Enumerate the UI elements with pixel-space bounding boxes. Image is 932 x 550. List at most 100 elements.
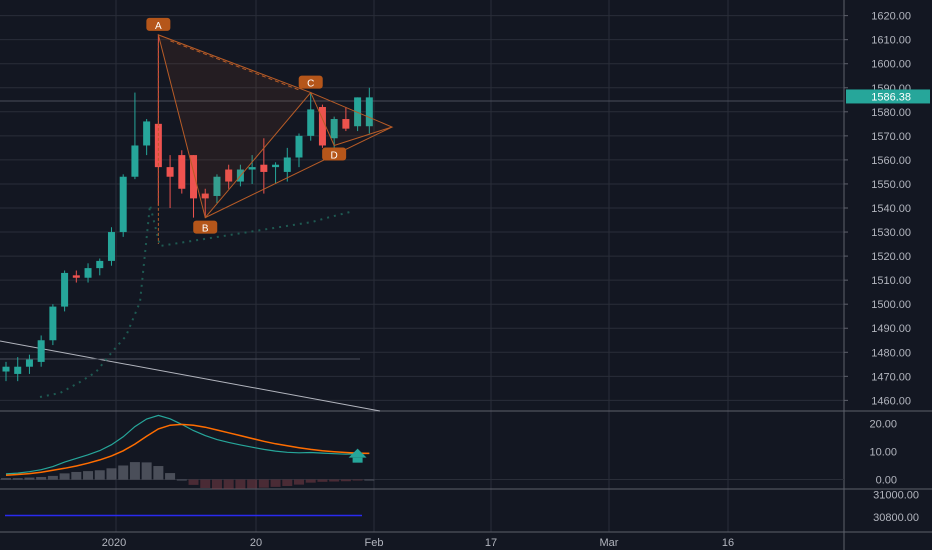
candle[interactable] <box>342 107 350 132</box>
candle[interactable] <box>131 92 139 180</box>
candle[interactable] <box>166 155 174 208</box>
candle[interactable] <box>37 335 45 367</box>
candle-body <box>61 272 69 307</box>
candle[interactable] <box>25 354 33 374</box>
candle[interactable] <box>84 263 92 283</box>
time-tick-label: Feb <box>365 537 384 549</box>
candle-body <box>318 107 326 146</box>
macd-pane[interactable] <box>0 414 844 490</box>
candle[interactable] <box>213 174 221 204</box>
candle[interactable] <box>295 133 303 168</box>
candle[interactable] <box>283 147 291 182</box>
up-arrow-icon-stem <box>352 457 363 463</box>
pattern-label-text: B <box>202 224 209 235</box>
macd-histogram-bar <box>129 462 140 480</box>
macd-histogram-bar <box>329 479 340 482</box>
pattern-label-text: D <box>331 150 338 161</box>
candle[interactable] <box>272 162 280 184</box>
price-tick-label: 1490.00 <box>871 323 911 335</box>
trend-line <box>0 340 381 412</box>
candle-body <box>365 97 373 127</box>
price-tick-label: 1570.00 <box>871 131 911 143</box>
trend-lines <box>0 100 844 412</box>
candle[interactable] <box>72 270 80 283</box>
candle-body <box>295 135 303 158</box>
candle[interactable] <box>190 155 198 218</box>
pattern-label-box <box>146 17 171 31</box>
candle[interactable] <box>318 104 326 148</box>
pattern-label-text: A <box>155 21 162 32</box>
candle-body <box>14 366 22 374</box>
macd-histogram-bar <box>47 475 58 480</box>
pattern-leg <box>205 126 393 219</box>
candle[interactable] <box>178 150 186 194</box>
macd-histogram-bar <box>223 479 234 490</box>
last-price-badge[interactable]: 1586.38 <box>846 89 930 104</box>
candle-body <box>72 275 80 278</box>
time-tick-label: 2020 <box>102 537 126 549</box>
price-tick-label: 1600.00 <box>871 59 911 71</box>
macd-histogram-bar <box>317 479 328 482</box>
macd-histogram-bar <box>282 479 293 487</box>
pattern-label-a[interactable]: A <box>146 17 171 32</box>
price-axis[interactable]: 1620.001610.001600.001590.001580.001570.… <box>844 11 930 524</box>
candle-body <box>225 169 233 182</box>
price-tick-label: 1620.00 <box>871 11 911 23</box>
macd-histogram-bar <box>24 477 35 480</box>
pattern-label-d[interactable]: D <box>322 147 347 161</box>
time-axis[interactable]: 2020 20 Feb 17 Mar 16 <box>102 537 734 549</box>
time-tick-label: 16 <box>722 537 734 549</box>
macd-histogram-bar <box>141 462 152 480</box>
macd-histogram-bar <box>118 465 129 480</box>
candle[interactable] <box>307 92 315 141</box>
macd-histogram-bar <box>153 466 164 480</box>
candle[interactable] <box>143 119 151 156</box>
candle[interactable] <box>49 304 57 346</box>
candle[interactable] <box>248 155 256 184</box>
candle[interactable] <box>14 357 22 382</box>
candle[interactable] <box>119 174 127 237</box>
volume-tick-label: 30800.00 <box>873 512 919 524</box>
macd-histogram-bar <box>83 471 94 480</box>
candle-body <box>84 268 92 278</box>
candle-body <box>119 176 127 233</box>
price-tick-label: 1470.00 <box>871 371 911 383</box>
price-tick-label: 1510.00 <box>871 275 911 287</box>
candle[interactable] <box>354 97 362 132</box>
macd-histogram-bar <box>1 478 11 480</box>
pattern-label-c[interactable]: C <box>298 75 323 90</box>
candle-body <box>248 167 256 170</box>
candle-body <box>107 232 115 261</box>
candle-body <box>307 109 315 136</box>
macd-histogram-bar <box>235 479 246 489</box>
up-arrow-icon[interactable] <box>348 448 367 458</box>
candle[interactable] <box>330 116 338 148</box>
candle[interactable] <box>2 361 10 382</box>
candle-body <box>37 340 45 362</box>
macd-histogram-bar <box>165 473 176 480</box>
candle[interactable] <box>365 87 373 134</box>
macd-histogram-bar <box>294 479 304 485</box>
macd-histogram-bar <box>71 471 82 480</box>
price-tick-label: 1500.00 <box>871 299 911 311</box>
macd-histogram-bar <box>59 473 70 480</box>
candle[interactable] <box>107 227 115 266</box>
macd-histogram-bar <box>106 468 117 480</box>
pattern-label-box <box>322 147 347 161</box>
candle-body <box>178 155 186 189</box>
macd-histogram-bar <box>305 479 316 483</box>
candle-body <box>213 176 221 196</box>
macd-histogram-bar <box>270 479 281 487</box>
macd-line <box>5 414 370 475</box>
candle[interactable] <box>201 188 209 218</box>
pattern-label-b[interactable]: B <box>193 220 218 235</box>
macd-histogram-bar <box>200 479 211 488</box>
candle-body <box>131 145 139 177</box>
macd-tick-label: 10.00 <box>869 446 897 458</box>
candle[interactable] <box>96 258 104 276</box>
candle[interactable] <box>61 270 69 312</box>
candle[interactable] <box>225 164 233 189</box>
abcd-pattern[interactable]: A B C D <box>146 17 394 244</box>
